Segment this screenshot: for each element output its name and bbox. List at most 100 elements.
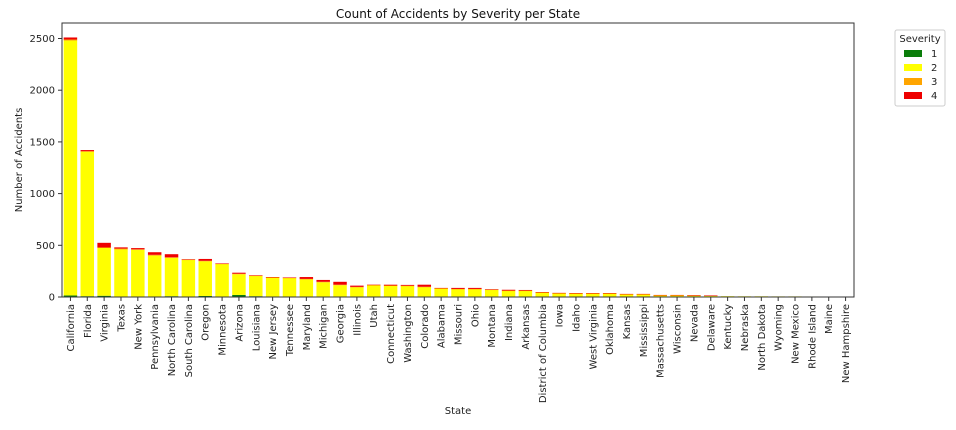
- bar-segment-louisiana-severity-4: [249, 275, 263, 276]
- bar-segment-virginia-severity-2: [97, 247, 111, 296]
- bar-segment-arkansas-severity-3: [518, 290, 533, 292]
- bar-segment-arkansas-severity-2: [518, 290, 533, 297]
- bar-segment-connecticut-severity-3: [383, 285, 398, 287]
- bar-segment-new-york-severity-3: [131, 249, 145, 250]
- bar-segment-oklahoma-severity-2: [602, 293, 617, 297]
- bar-segment-north-carolina-severity-2: [164, 257, 179, 297]
- x-tick-label: North Carolina: [167, 304, 178, 376]
- x-tick-label: Georgia: [336, 304, 347, 343]
- legend-swatch-4: [904, 92, 922, 99]
- x-tick-label: Pennsylvania: [150, 304, 161, 370]
- bar-segment-florida-severity-3: [80, 151, 95, 152]
- x-tick-label: Idaho: [571, 304, 582, 332]
- bar-segment-alabama-severity-3: [434, 288, 448, 289]
- bar-segment-oregon-severity-2: [198, 261, 212, 296]
- bar-segment-iowa-severity-2: [552, 293, 566, 297]
- bar-segment-utah-severity-2: [367, 285, 381, 297]
- bar-segment-alabama-severity-4: [434, 287, 448, 289]
- y-tick-label: 2000: [30, 86, 55, 97]
- bar-segment-ohio-severity-2: [468, 289, 482, 297]
- bar-segment-new-jersey-severity-4: [265, 277, 280, 278]
- y-tick-label: 1000: [30, 189, 55, 200]
- x-tick-label: Missouri: [454, 304, 465, 345]
- bar-segment-delaware-severity-4: [704, 295, 718, 296]
- bar-segment-montana-severity-2: [484, 289, 499, 297]
- bar-segment-california-severity-3: [63, 39, 78, 41]
- bar-segment-florida-severity-2: [80, 151, 95, 297]
- bar-segment-arizona-severity-2: [232, 274, 246, 295]
- bar-segment-colorado-severity-4: [417, 284, 432, 287]
- bar-segment-colorado-severity-3: [417, 286, 432, 288]
- bar-segment-oklahoma-severity-4: [602, 293, 617, 294]
- bar-segment-kansas-severity-2: [619, 294, 634, 297]
- bar-segment-indiana-severity-2: [501, 290, 516, 297]
- bar-segment-missouri-severity-2: [451, 289, 465, 297]
- x-tick-label: New Mexico: [791, 304, 802, 364]
- bar-segment-indiana-severity-4: [501, 289, 516, 291]
- bar-segment-nevada-severity-2: [687, 295, 701, 297]
- bar-segment-nevada-severity-4: [687, 295, 701, 296]
- bar-segment-west-virginia-severity-2: [586, 293, 600, 297]
- x-tick-label: Tennessee: [285, 304, 296, 357]
- x-tick-label: South Carolina: [184, 304, 195, 377]
- x-tick-label: Kentucky: [723, 304, 734, 350]
- bar-segment-indiana-severity-3: [501, 290, 516, 292]
- legend-swatch-1: [904, 50, 922, 57]
- x-axis: California Florida Virginia Texas New York Pe…: [66, 297, 852, 403]
- bar-segment-tennessee-severity-3: [282, 277, 297, 279]
- bar-segment-pennsylvania-severity-4: [147, 252, 162, 255]
- x-tick-label: Mississippi: [639, 304, 650, 357]
- bar-segment-michigan-severity-4: [316, 279, 330, 282]
- bar-segment-georgia-severity-4: [333, 281, 347, 285]
- x-tick-label: Colorado: [420, 304, 431, 349]
- bar-segment-montana-severity-3: [484, 289, 499, 291]
- legend-items: 1 2 3 4: [904, 49, 937, 102]
- bar-segment-idaho-severity-4: [569, 293, 583, 294]
- x-tick-label: Arkansas: [521, 304, 532, 350]
- x-tick-label: Nebraska: [740, 304, 751, 351]
- x-tick-label: Delaware: [706, 304, 717, 351]
- bar-segment-illinois-severity-3: [350, 286, 364, 288]
- bar-segment-district-of-columbia-severity-2: [535, 292, 549, 297]
- bar-segment-maryland-severity-2: [299, 279, 314, 297]
- legend-label-1: 1: [931, 49, 937, 60]
- bar-segment-michigan-severity-2: [316, 282, 330, 297]
- x-tick-label: Wyoming: [774, 304, 785, 351]
- bar-segment-wisconsin-severity-2: [670, 295, 684, 297]
- bar-segment-idaho-severity-2: [569, 293, 583, 297]
- bar-segment-pennsylvania-severity-3: [147, 254, 162, 256]
- bar-segment-arkansas-severity-4: [518, 289, 533, 291]
- x-tick-label: Virginia: [100, 304, 111, 342]
- bar-segment-district-of-columbia-severity-4: [535, 292, 549, 293]
- x-tick-label: North Dakota: [757, 304, 768, 371]
- x-tick-label: Louisiana: [251, 304, 262, 351]
- x-tick-label: Connecticut: [386, 304, 397, 364]
- bar-segment-virginia-severity-3: [97, 247, 111, 248]
- bar-segment-maryland-severity-3: [299, 278, 314, 280]
- bar-segment-south-carolina-severity-2: [181, 259, 196, 297]
- bar-segment-pennsylvania-severity-2: [147, 255, 162, 297]
- chart-title: Count of Accidents by Severity per State: [336, 7, 580, 21]
- bar-segment-tennessee-severity-2: [282, 277, 297, 297]
- y-axis: 0 500 1000 1500 2000 2500: [30, 34, 62, 304]
- bar-segment-georgia-severity-2: [333, 285, 347, 297]
- bar-segment-arizona-severity-3: [232, 273, 246, 275]
- bar-segment-washington-severity-3: [400, 285, 415, 287]
- bar-segment-new-jersey-severity-2: [265, 277, 280, 297]
- bar-segment-north-carolina-severity-3: [164, 257, 179, 258]
- x-tick-label: Indiana: [504, 304, 515, 341]
- x-tick-label: Kansas: [622, 304, 633, 339]
- bar-segment-washington-severity-4: [400, 284, 415, 286]
- bar-segment-south-carolina-severity-3: [181, 259, 196, 261]
- legend-label-3: 3: [931, 77, 937, 88]
- bar-segment-oregon-severity-4: [198, 258, 212, 261]
- bar-segment-minnesota-severity-3: [215, 263, 229, 265]
- y-tick-label: 1500: [30, 137, 55, 148]
- bar-segment-texas-severity-4: [114, 247, 128, 249]
- x-axis-label: State: [445, 406, 471, 417]
- bar-segment-california-severity-4: [63, 37, 78, 40]
- bar-segment-virginia-severity-4: [97, 242, 111, 248]
- x-tick-label: Utah: [369, 304, 380, 328]
- x-tick-label: New Jersey: [268, 304, 279, 360]
